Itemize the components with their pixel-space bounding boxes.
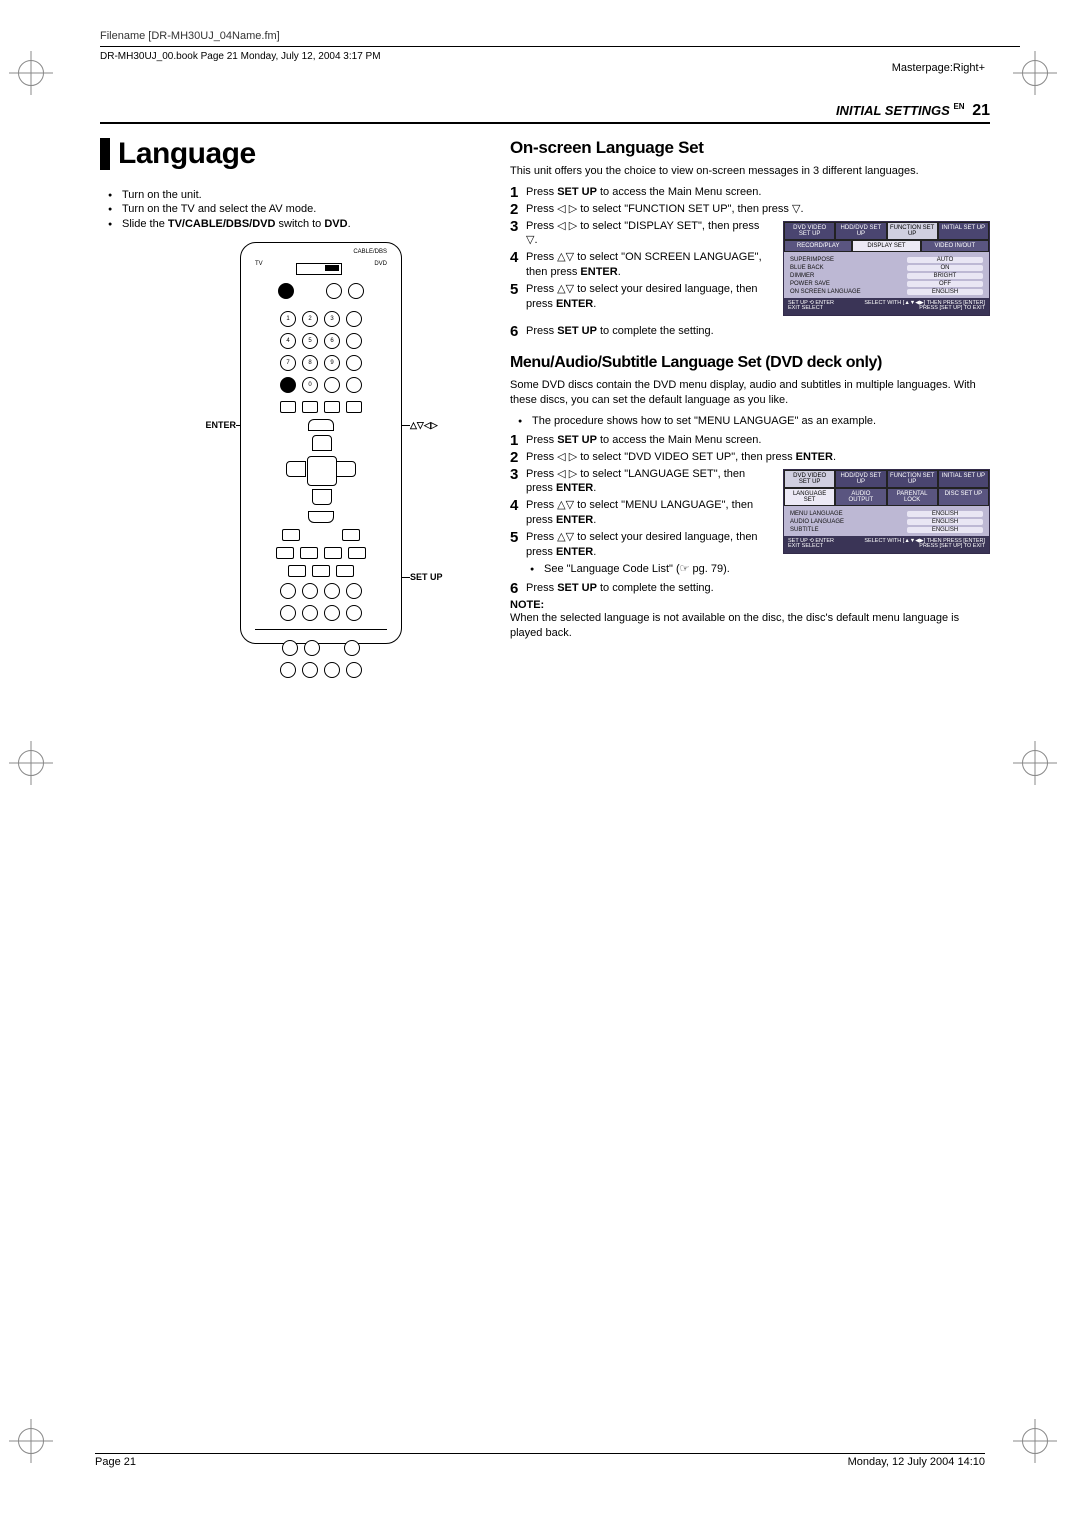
crop-mark [1022, 1428, 1062, 1468]
step-text: Press △▽ to select your desired language… [526, 531, 758, 558]
page-number: 21 [972, 102, 990, 119]
right-column: On-screen Language Set This unit offers … [510, 138, 990, 662]
step-text: Press SET UP to access the Main Menu scr… [526, 186, 761, 198]
crop-mark [18, 750, 58, 790]
step: 3Press ◁ ▷ to select "DISPLAY SET", then… [510, 219, 990, 249]
page-title: Language [100, 138, 490, 170]
page: Filename [DR-MH30UJ_04Name.fm] DR-MH30UJ… [0, 0, 1080, 1528]
crop-mark [1022, 60, 1062, 100]
lang-code: EN [953, 102, 964, 111]
content-area: INITIAL SETTINGS EN 21 Language Turn on … [100, 102, 990, 662]
mode-switch [296, 263, 342, 275]
subheading-menu: Menu/Audio/Subtitle Language Set (DVD de… [510, 354, 990, 372]
step-text: Press △▽ to select "MENU LANGUAGE", then… [526, 499, 753, 526]
crop-mark [18, 1428, 58, 1468]
step: 1Press SET UP to access the Main Menu sc… [510, 185, 990, 200]
see-ref: See "Language Code List" (☞ pg. 79). [534, 562, 990, 577]
step: 2Press ◁ ▷ to select "DVD VIDEO SET UP",… [510, 450, 990, 465]
crop-mark [18, 60, 58, 100]
bullet-item: The procedure shows how to set "MENU LAN… [522, 414, 990, 429]
label-cabledbs: CABLE/DBS [353, 249, 387, 255]
filename-label: Filename [DR-MH30UJ_04Name.fm] [100, 30, 1020, 42]
step: 4Press △▽ to select "MENU LANGUAGE", the… [510, 498, 990, 528]
bullet-item: Slide the TV/CABLE/DBS/DVD switch to DVD… [112, 217, 490, 232]
step: 6Press SET UP to complete the setting. [510, 324, 990, 339]
step: 3Press ◁ ▷ to select "LANGUAGE SET", the… [510, 467, 990, 497]
intro-text: This unit offers you the choice to view … [510, 164, 990, 179]
divider [100, 46, 1020, 47]
step-text: Press ◁ ▷ to select "DISPLAY SET", then … [526, 220, 759, 247]
masterpage-label: Masterpage:Right+ [892, 62, 985, 74]
note-text: When the selected language is not availa… [510, 611, 990, 641]
dpad [286, 435, 356, 505]
bullet-item: Turn on the TV and select the AV mode. [112, 202, 490, 217]
step: 6Press SET UP to complete the setting. [510, 581, 990, 596]
step-text: Press SET UP to access the Main Menu scr… [526, 434, 761, 446]
step: 1Press SET UP to access the Main Menu sc… [510, 433, 990, 448]
step: 4Press △▽ to select "ON SCREEN LANGUAGE"… [510, 250, 990, 280]
step-text: Press △▽ to select "ON SCREEN LANGUAGE",… [526, 251, 762, 278]
section-header: INITIAL SETTINGS EN 21 [100, 102, 990, 124]
footer-date: Monday, 12 July 2004 14:10 [848, 1456, 985, 1468]
step-text: Press SET UP to complete the setting. [526, 325, 714, 337]
annot-setup: SET UP [410, 572, 443, 582]
book-banner: DR-MH30UJ_00.book Page 21 Monday, July 1… [100, 51, 1020, 62]
page-footer: Page 21 Monday, 12 July 2004 14:10 [95, 1453, 985, 1468]
section-title: INITIAL SETTINGS [836, 103, 950, 118]
subheading-onscreen: On-screen Language Set [510, 138, 990, 158]
label-tv: TV [255, 261, 263, 277]
step: 5Press △▽ to select your desired languag… [510, 282, 990, 312]
step-text: Press ◁ ▷ to select "DVD VIDEO SET UP", … [526, 451, 836, 463]
remote-body: CABLE/DBS TV DVD 123 456 789 0 [240, 242, 402, 644]
annot-arrows: △▽◁▷ [410, 420, 438, 431]
step: 5Press △▽ to select your desired languag… [510, 530, 990, 560]
step: 2Press ◁ ▷ to select "FUNCTION SET UP", … [510, 202, 990, 217]
intro-text-2: Some DVD discs contain the DVD menu disp… [510, 378, 990, 408]
setup-bullets: Turn on the unit. Turn on the TV and sel… [100, 188, 490, 233]
step-text: Press △▽ to select your desired language… [526, 283, 758, 310]
annot-enter: ENTER [200, 420, 236, 430]
remote-diagram: ENTER △▽◁▷ SET UP CABLE/DBS TV DVD [100, 242, 460, 662]
footer-page: Page 21 [95, 1456, 136, 1468]
note-label: NOTE: [510, 599, 990, 611]
bullet-item: Turn on the unit. [112, 188, 490, 203]
label-dvd: DVD [374, 261, 387, 277]
step-text: Press SET UP to complete the setting. [526, 582, 714, 594]
crop-mark [1022, 750, 1062, 790]
left-column: Language Turn on the unit. Turn on the T… [100, 138, 490, 662]
step-text: Press ◁ ▷ to select "FUNCTION SET UP", t… [526, 203, 804, 215]
step-text: Press ◁ ▷ to select "LANGUAGE SET", then… [526, 468, 745, 495]
